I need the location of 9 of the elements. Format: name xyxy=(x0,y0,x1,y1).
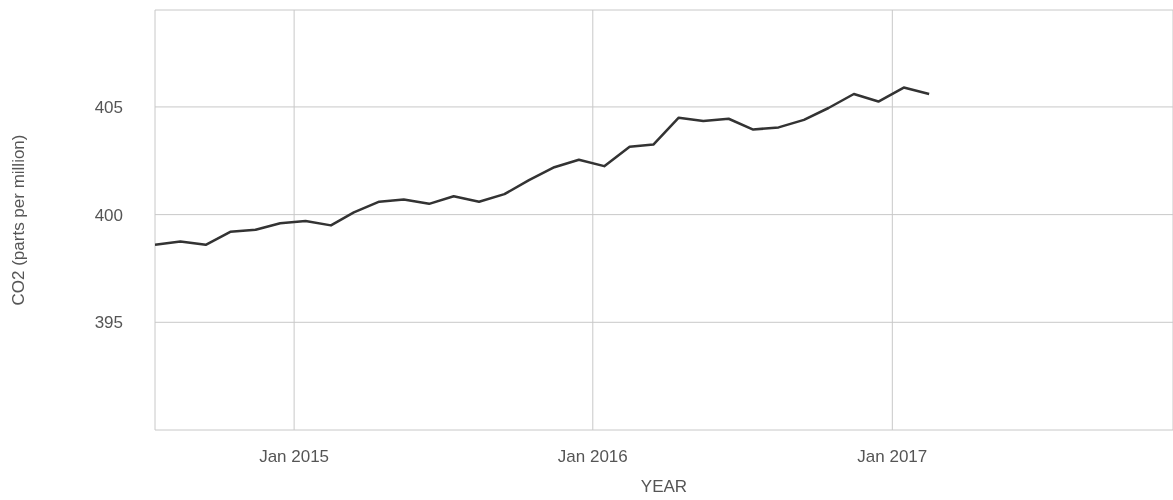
x-axis-title: YEAR xyxy=(640,477,688,496)
y-axis-title: CO2 (parts per million) xyxy=(9,134,29,306)
y-tick-label: 405 xyxy=(94,97,123,117)
x-tick-label: Jan 2015 xyxy=(259,447,330,467)
y-tick-label: 395 xyxy=(94,313,123,333)
line-series xyxy=(155,86,931,247)
x-tick-label: Jan 2017 xyxy=(857,447,928,467)
x-tick-label: Jan 2016 xyxy=(557,447,628,467)
y-tick-label: 400 xyxy=(94,205,123,225)
